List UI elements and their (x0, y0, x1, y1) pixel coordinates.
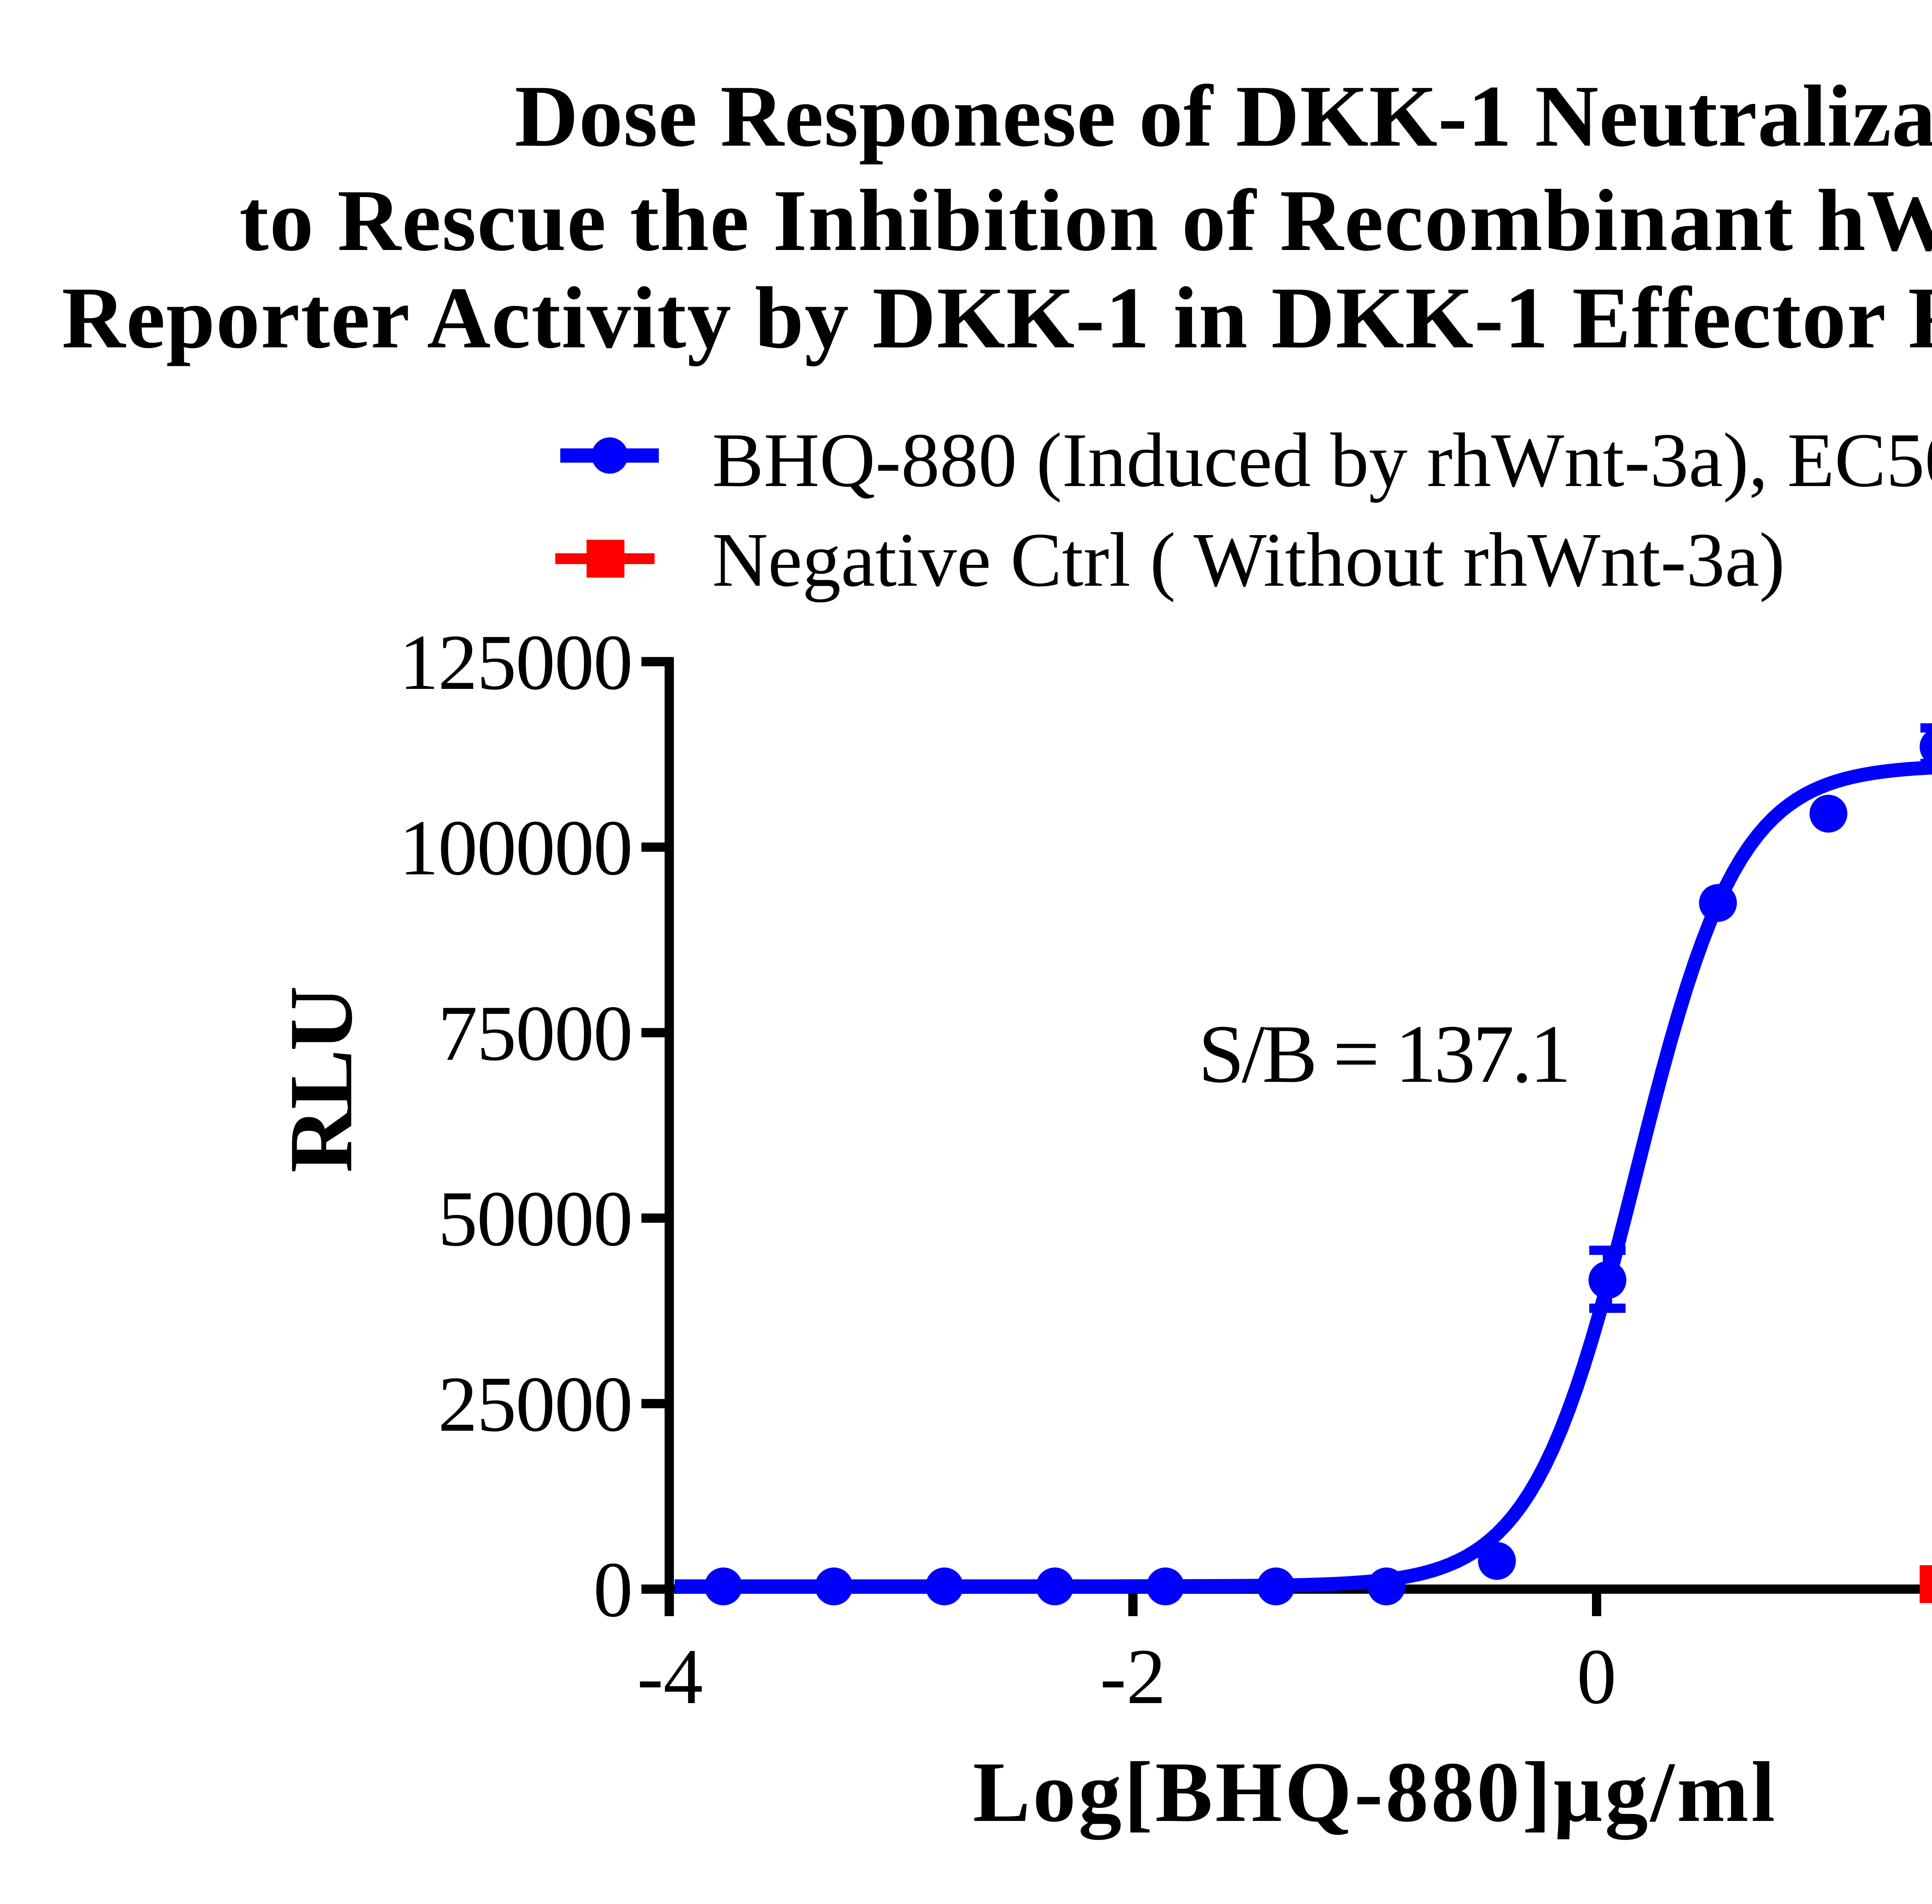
svg-text:Negative Ctrl ( Without rhWnt-: Negative Ctrl ( Without rhWnt-3a) (712, 517, 1785, 603)
svg-text:50000: 50000 (438, 1175, 633, 1263)
svg-text:Reporter Activity by DKK-1 in: Reporter Activity by DKK-1 in DKK-1 Effe… (62, 269, 1932, 367)
svg-text:RLU: RLU (270, 988, 371, 1173)
svg-text:-4: -4 (637, 1633, 703, 1720)
svg-text:125000: 125000 (399, 619, 632, 706)
svg-text:Log[BHQ-880]μg/ml: Log[BHQ-880]μg/ml (973, 1744, 1778, 1840)
svg-text:0: 0 (594, 1546, 633, 1634)
svg-text:Dose Responese of DKK-1 Neutra: Dose Responese of DKK-1 Neutralization A… (515, 68, 1932, 165)
svg-text:to Rescue the Inhibition of Re: to Rescue the Inhibition of Recombinant … (239, 172, 1932, 269)
svg-text:0: 0 (1577, 1633, 1617, 1720)
svg-text:25000: 25000 (438, 1360, 633, 1448)
svg-text:BHQ-880 (Induced by rhWnt-3a),: BHQ-880 (Induced by rhWnt-3a), EC50 = 1.… (712, 418, 1932, 503)
svg-text:100000: 100000 (399, 804, 632, 892)
svg-text:75000: 75000 (438, 989, 633, 1077)
svg-text:-2: -2 (1100, 1633, 1166, 1720)
svg-text:S/B = 137.1: S/B = 137.1 (1198, 1008, 1568, 1100)
